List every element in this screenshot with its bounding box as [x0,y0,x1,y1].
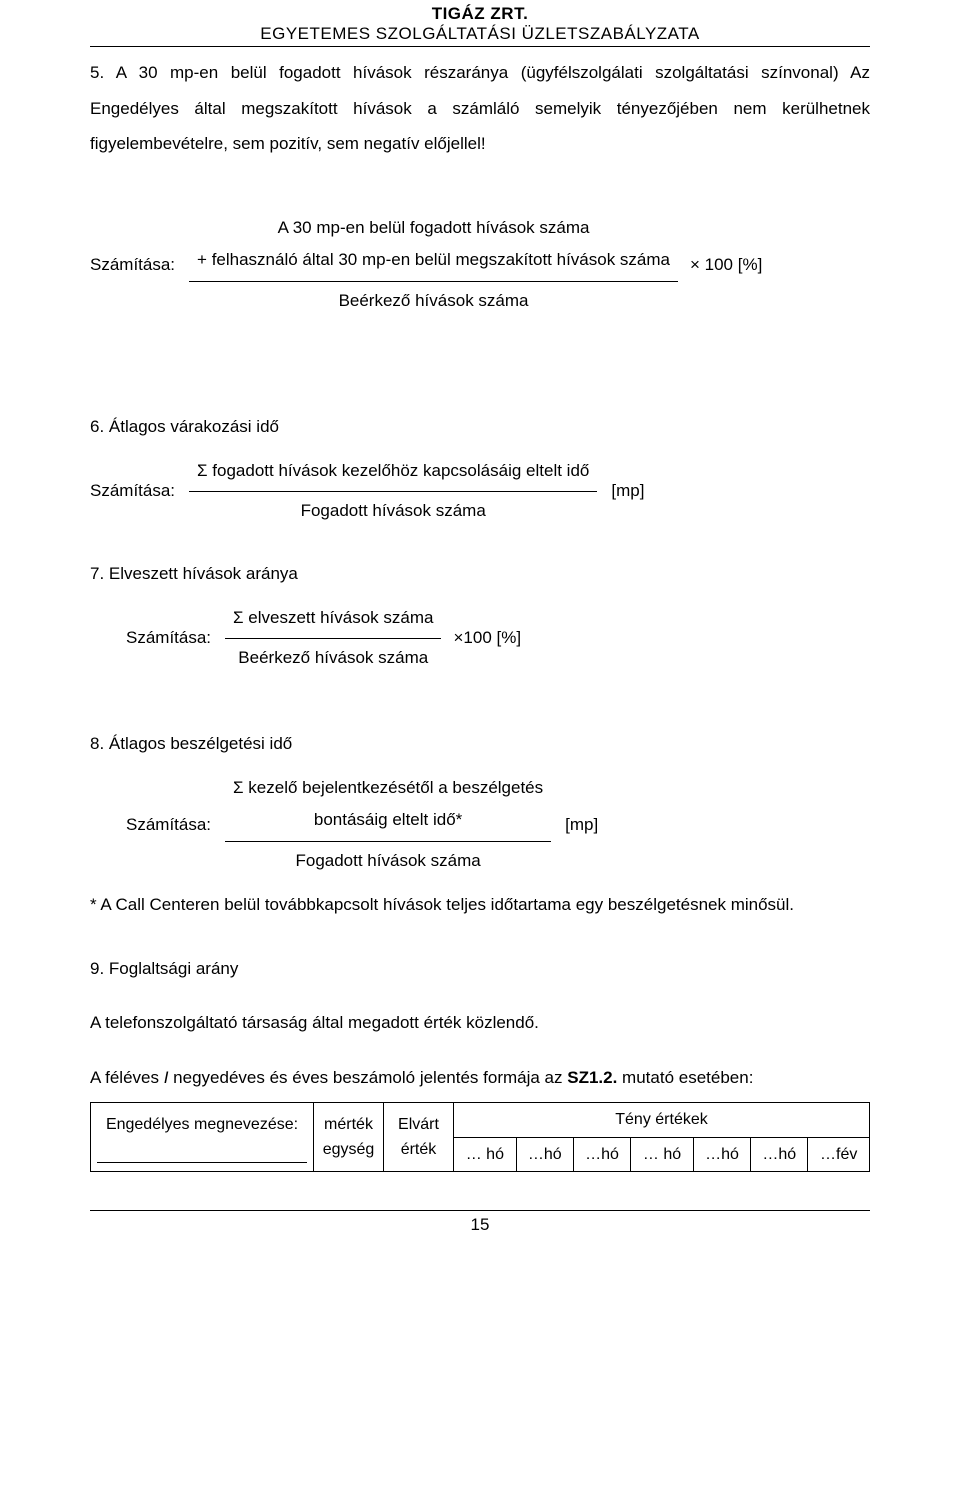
fraction-denominator: Fogadott hívások száma [189,492,597,527]
sub-col: … hó [631,1137,694,1172]
section7-formula: Számítása: Σ elveszett hívások száma Beé… [90,602,870,675]
header-title: TIGÁZ ZRT. [90,4,870,24]
page-number: 15 [471,1215,490,1234]
fraction-denominator: Beérkező hívások száma [189,282,678,317]
num-line2: + felhasználó által 30 mp-en belül megsz… [197,250,670,269]
section8-title: 8. Átlagos beszélgetési idő [90,734,870,754]
section5-text: 5. A 30 mp-en belül fogadott hívások rés… [90,55,870,162]
page: TIGÁZ ZRT. EGYETEMES SZOLGÁLTATÁSI ÜZLET… [0,4,960,1265]
sub-col: …hó [516,1137,573,1172]
unit: [mp] [597,481,644,501]
col-unit: mérték egység [314,1103,384,1172]
col-fact: Tény értékek [454,1103,870,1138]
num-line1: A 30 mp-en belül fogadott hívások száma [278,218,590,237]
section6-title: 6. Átlagos várakozási idő [90,417,870,437]
section9-text: A telefonszolgáltató társaság által mega… [90,1005,870,1041]
report-intro: A féléves I negyedéves és éves beszámoló… [90,1060,870,1096]
sub-col: …hó [573,1137,630,1172]
formula-label: Számítása: [90,481,189,501]
section5-formula: Számítása: A 30 mp-en belül fogadott hív… [90,212,870,317]
fraction-numerator: Σ kezelő bejelentkezésétől a beszélgetés… [225,772,551,842]
num-line2: bontásáig eltelt idő* [314,810,462,829]
table-row: Engedélyes megnevezése: mérték egység El… [91,1103,870,1138]
unit: [mp] [551,815,598,835]
formula-label: Számítása: [126,815,225,835]
sub-col: …hó [693,1137,750,1172]
report-table: Engedélyes megnevezése: mérték egység El… [90,1102,870,1172]
col-eng-label: Engedélyes megnevezése: [106,1116,298,1133]
formula-label: Számítása: [90,255,189,275]
sub-col: … hó [454,1137,517,1172]
blank-line [97,1145,307,1163]
col-expected: Elvárt érték [384,1103,454,1172]
section6-formula: Számítása: Σ fogadott hívások kezelőhöz … [90,455,870,528]
section8-note: * A Call Centeren belül továbbkapcsolt h… [90,887,870,923]
multiplier: ×100 [%] [441,628,521,648]
section7-title: 7. Elveszett hívások aránya [90,564,870,584]
fraction: A 30 mp-en belül fogadott hívások száma … [189,212,678,317]
fraction-numerator: Σ elveszett hívások száma [225,602,441,639]
intro-bold: SZ1.2. [567,1068,617,1087]
fraction-numerator: Σ fogadott hívások kezelőhöz kapcsolásái… [189,455,597,492]
intro-prefix: A féléves [90,1068,164,1087]
fraction-denominator: Beérkező hívások száma [225,639,441,674]
intro-tail: mutató esetében: [617,1068,753,1087]
num-line1: Σ kezelő bejelentkezésétől a beszélgetés [233,778,543,797]
section9-title: 9. Foglaltsági arány [90,959,870,979]
multiplier: × 100 [%] [678,255,762,275]
col-engedelyes: Engedélyes megnevezése: [91,1103,314,1172]
sub-col: …fév [808,1137,870,1172]
section8-formula: Számítása: Σ kezelő bejelentkezésétől a … [90,772,870,877]
header-subtitle: EGYETEMES SZOLGÁLTATÁSI ÜZLETSZABÁLYZATA [90,24,870,47]
page-footer: 15 [90,1210,870,1235]
fraction: Σ fogadott hívások kezelőhöz kapcsolásái… [189,455,597,528]
intro-rest: negyedéves és éves beszámoló jelentés fo… [168,1068,567,1087]
fraction-denominator: Fogadott hívások száma [225,842,551,877]
fraction: Σ kezelő bejelentkezésétől a beszélgetés… [225,772,551,877]
fraction-numerator: A 30 mp-en belül fogadott hívások száma … [189,212,678,282]
sub-col: …hó [751,1137,808,1172]
fraction: Σ elveszett hívások száma Beérkező hívás… [225,602,441,675]
formula-label: Számítása: [126,628,225,648]
